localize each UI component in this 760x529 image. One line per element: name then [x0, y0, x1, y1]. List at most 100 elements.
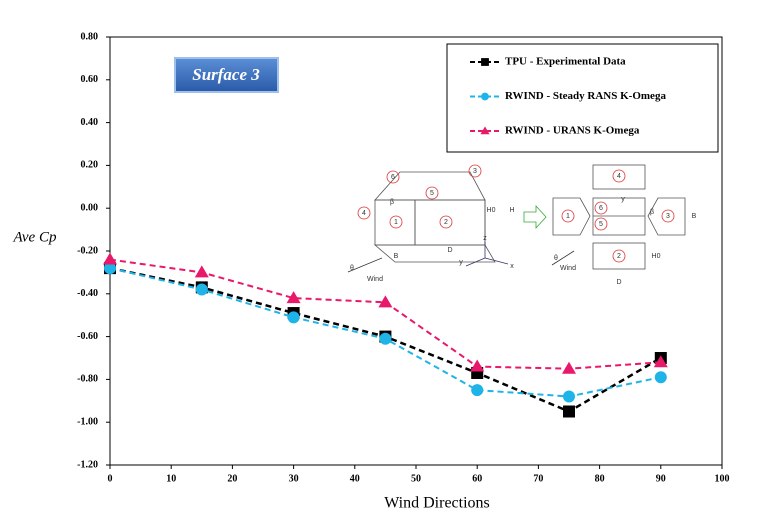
marker	[378, 295, 393, 308]
marker	[195, 283, 208, 296]
y-tick-label: 0.40	[81, 117, 99, 128]
diagram-circle	[594, 217, 608, 231]
marker	[470, 359, 485, 372]
legend-marker	[481, 58, 489, 66]
diagram-circle	[594, 201, 608, 215]
marker	[471, 384, 484, 397]
y-tick-label: 0.00	[81, 202, 99, 213]
diagram-circle	[425, 186, 439, 200]
y-tick-label: 0.60	[81, 74, 99, 85]
y-tick-label: -0.60	[77, 331, 98, 342]
x-tick-label: 10	[166, 473, 176, 484]
diagram-label: θ	[350, 265, 354, 272]
diagram-label: 2	[617, 253, 621, 260]
x-tick-label: 70	[533, 473, 543, 484]
marker	[654, 371, 667, 384]
diagram-label: D	[447, 247, 452, 254]
legend-label: RWIND - URANS K-Omega	[505, 125, 640, 137]
diagram-label: Wind	[560, 265, 576, 272]
marker	[104, 262, 116, 275]
diagram-label: 5	[599, 221, 603, 228]
diagram-label: 1	[566, 213, 570, 220]
marker	[563, 390, 575, 403]
y-tick-label: -0.80	[77, 374, 98, 385]
diagram-label: x	[510, 263, 514, 270]
marker	[194, 265, 209, 278]
building-face	[414, 199, 486, 246]
legend-box	[446, 43, 719, 153]
diagram-label: H	[509, 207, 514, 214]
diagram-label: H0	[652, 253, 661, 260]
diagram-label: B	[692, 213, 697, 220]
plan-face	[592, 164, 646, 190]
diagram-label: β	[650, 209, 654, 216]
series-line	[109, 258, 661, 370]
diagram-label: D	[616, 279, 621, 286]
diagram-circle	[612, 249, 626, 263]
building-roof	[374, 171, 486, 201]
diagram-label: 1	[394, 219, 398, 226]
legend-label: RWIND - Steady RANS K-Omega	[505, 90, 666, 102]
annotation: Surface 3	[192, 65, 260, 84]
x-tick-label: 20	[227, 473, 237, 484]
marker	[379, 332, 392, 345]
marker	[286, 291, 301, 304]
x-tick-label: 80	[595, 473, 605, 484]
y-tick-label: -0.20	[77, 245, 98, 256]
building-base	[373, 244, 496, 263]
diagram-label: β	[390, 199, 394, 206]
diagram-label: 6	[599, 205, 603, 212]
y-tick-label: -1.20	[77, 459, 98, 470]
x-tick-label: 60	[472, 473, 482, 484]
wind-arrow	[551, 250, 575, 266]
axis-arrow	[484, 257, 509, 265]
legend-label: TPU - Experimental Data	[505, 56, 626, 68]
marker	[103, 252, 117, 265]
diagram-label: 4	[362, 210, 366, 217]
plan-face	[592, 242, 646, 270]
diagram	[347, 164, 686, 273]
diagram-label: 5	[430, 190, 434, 197]
diagram-label: 6	[391, 174, 395, 181]
diagram-circle	[386, 170, 400, 184]
x-tick-label: 90	[656, 473, 666, 484]
marker	[562, 361, 576, 374]
diagram-label: H0	[487, 207, 496, 214]
wind-arrow	[347, 257, 383, 273]
diagram-circle	[357, 206, 371, 220]
diagram-label: 3	[473, 168, 477, 175]
legend-marker	[481, 92, 489, 101]
diagram-circle	[561, 209, 575, 223]
y-tick-label: -0.40	[77, 288, 98, 299]
y-axis-title: Ave Cp	[13, 229, 57, 245]
plan-face	[552, 197, 591, 236]
annotation-box	[174, 57, 279, 93]
diagram-label: y	[621, 196, 625, 203]
diagram-label: 2	[444, 219, 448, 226]
x-tick-label: 30	[289, 473, 299, 484]
legend-marker	[480, 126, 490, 135]
diagram-label: Wind	[367, 276, 383, 283]
x-axis-title: Wind Directions	[384, 495, 490, 512]
diagram-circle	[612, 169, 626, 183]
y-tick-label: 0.80	[81, 31, 99, 42]
marker	[563, 405, 575, 418]
diagram-circle	[661, 209, 675, 223]
marker	[287, 311, 300, 324]
transform-arrow	[523, 204, 547, 230]
diagram-label: θ	[554, 255, 558, 262]
x-tick-label: 50	[411, 473, 421, 484]
diagram-circle	[468, 164, 482, 178]
plan-face	[592, 197, 646, 236]
y-tick-label: -1.00	[77, 416, 98, 427]
y-tick-label: 0.20	[81, 160, 99, 171]
diagram-circle	[439, 215, 453, 229]
diagram-label: y	[459, 259, 463, 266]
diagram-circle	[389, 215, 403, 229]
diagram-label: 3	[666, 213, 670, 220]
x-tick-label: 40	[350, 473, 360, 484]
diagram-label: B	[394, 253, 399, 260]
diagram-label: z	[483, 235, 487, 242]
axis-arrow	[465, 257, 486, 267]
